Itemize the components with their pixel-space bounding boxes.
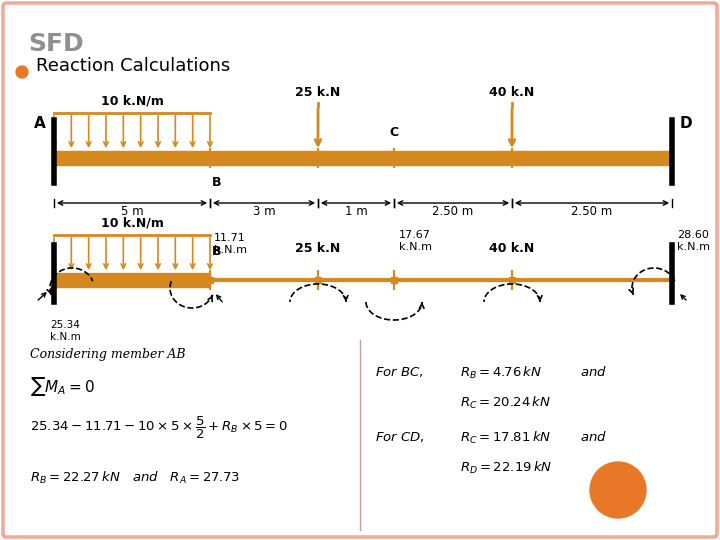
Text: B: B <box>212 176 222 189</box>
Text: $R_C = 17.81\,kN$: $R_C = 17.81\,kN$ <box>460 430 552 446</box>
Text: $\sum M_A = 0$: $\sum M_A = 0$ <box>30 375 95 398</box>
Bar <box>54 151 672 165</box>
Bar <box>391 277 397 283</box>
Text: 17.67
k.N.m: 17.67 k.N.m <box>399 231 432 252</box>
Text: B: B <box>212 245 222 258</box>
Text: $R_D = 22.19\,kN$: $R_D = 22.19\,kN$ <box>460 460 552 476</box>
Bar <box>315 155 321 161</box>
Text: D: D <box>680 116 693 131</box>
Circle shape <box>16 66 28 78</box>
Text: 40 k.N: 40 k.N <box>490 86 535 99</box>
Text: 2.50 m: 2.50 m <box>433 205 474 218</box>
Text: 1 m: 1 m <box>345 205 367 218</box>
Text: 10 k.N/m: 10 k.N/m <box>101 95 163 108</box>
Text: $and$: $and$ <box>580 430 607 444</box>
Text: SFD: SFD <box>28 32 84 56</box>
Text: 3 m: 3 m <box>253 205 275 218</box>
Text: $R_B = 22.27\,kN \quad and \quad R_A = 27.73$: $R_B = 22.27\,kN \quad and \quad R_A = 2… <box>30 470 240 486</box>
Text: 10 k.N/m: 10 k.N/m <box>101 217 163 230</box>
Text: 2.50 m: 2.50 m <box>572 205 613 218</box>
Text: 11.71
k.N.m: 11.71 k.N.m <box>214 233 247 255</box>
Text: $For\ CD,$: $For\ CD,$ <box>375 430 425 444</box>
Text: A: A <box>34 116 46 131</box>
Bar <box>54 273 210 287</box>
Bar <box>207 155 213 161</box>
Bar <box>509 277 515 283</box>
Text: 25.34
k.N.m: 25.34 k.N.m <box>50 320 81 342</box>
Text: $25.34 - 11.71 - 10\times5\times\dfrac{5}{2}+R_B\times5=0$: $25.34 - 11.71 - 10\times5\times\dfrac{5… <box>30 415 288 441</box>
Text: 5 m: 5 m <box>121 205 143 218</box>
Text: $R_C = 20.24\,kN$: $R_C = 20.24\,kN$ <box>460 395 551 411</box>
Bar <box>509 155 515 161</box>
Text: $and$: $and$ <box>580 365 607 379</box>
Text: 25 k.N: 25 k.N <box>295 242 341 255</box>
Text: Considering member AB: Considering member AB <box>30 348 186 361</box>
Bar <box>315 277 321 283</box>
Text: 25 k.N: 25 k.N <box>295 86 341 99</box>
Text: 40 k.N: 40 k.N <box>490 242 535 255</box>
Bar <box>207 277 213 283</box>
Bar <box>391 155 397 161</box>
Text: C: C <box>390 126 399 139</box>
Text: Reaction Calculations: Reaction Calculations <box>36 57 230 75</box>
Text: $R_B = 4.76\,kN$: $R_B = 4.76\,kN$ <box>460 365 542 381</box>
Text: 28.60
k.N.m: 28.60 k.N.m <box>677 231 710 252</box>
Circle shape <box>590 462 646 518</box>
Text: $For\ BC,$: $For\ BC,$ <box>375 365 423 379</box>
